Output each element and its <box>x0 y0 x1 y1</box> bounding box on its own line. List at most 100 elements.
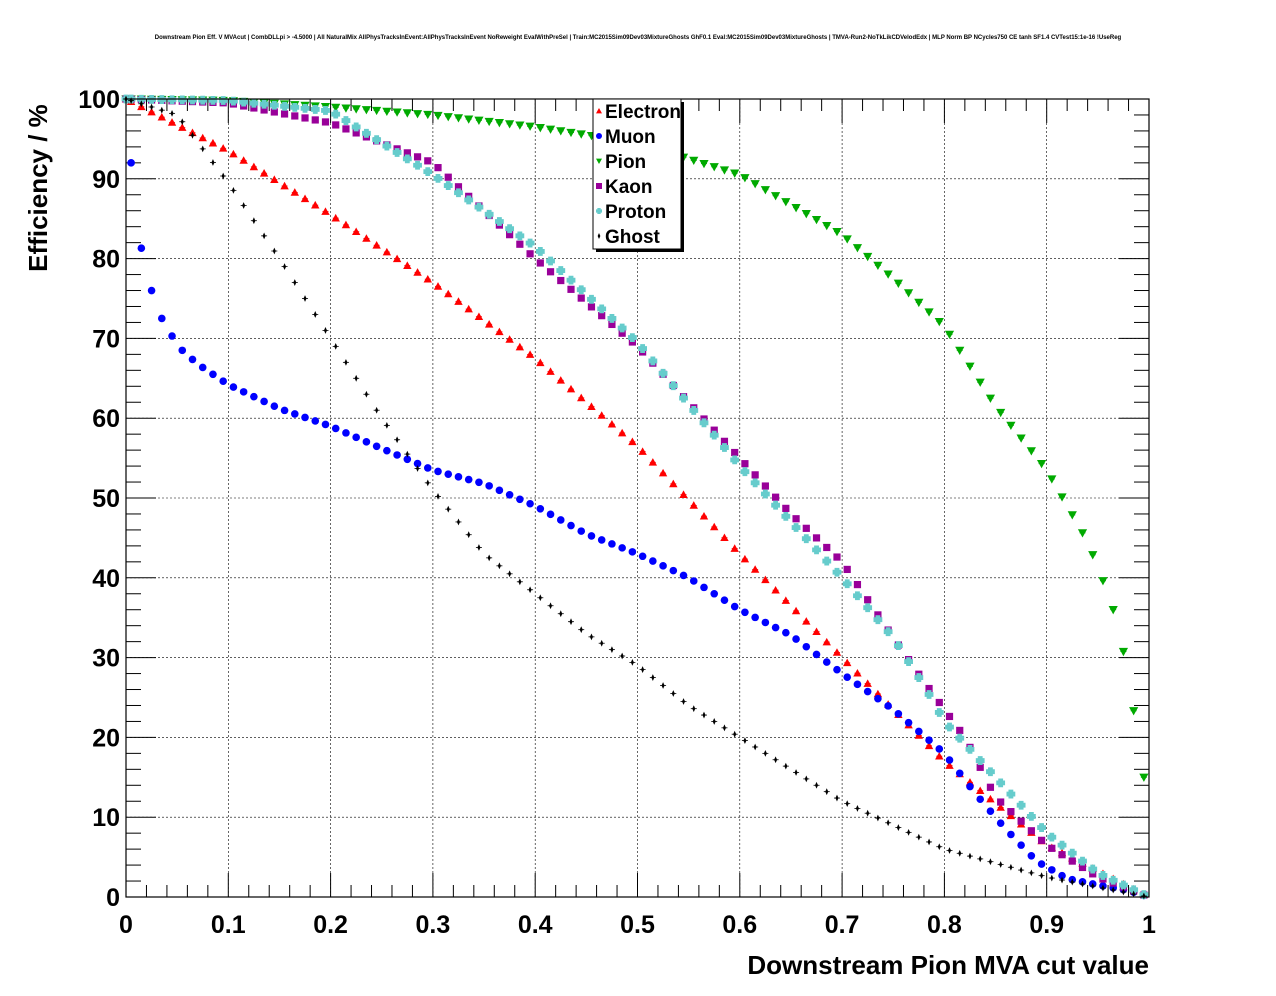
ghost-point <box>671 690 675 697</box>
muon-point <box>628 548 637 556</box>
pion-point <box>1036 460 1047 469</box>
muon-point <box>996 819 1005 827</box>
electron-point <box>1006 811 1016 820</box>
proton-point <box>699 418 709 428</box>
electron-point <box>270 175 279 183</box>
muon-point <box>342 429 350 437</box>
kaon-point <box>526 250 534 258</box>
ghost-point <box>958 849 962 857</box>
ghost-point <box>385 421 389 429</box>
muon-point <box>280 406 289 415</box>
ghost-point <box>467 531 471 539</box>
kaon-point <box>1017 817 1025 825</box>
pion-point <box>1088 551 1098 560</box>
ghost-point <box>344 358 348 366</box>
ghost-point <box>426 479 430 487</box>
kaon-point <box>250 104 258 112</box>
electron-point <box>648 458 658 466</box>
electron-point <box>607 419 617 428</box>
kaon-point <box>321 118 330 126</box>
kaon-point <box>1068 857 1076 865</box>
proton-point <box>607 314 617 323</box>
muon-point <box>577 527 586 535</box>
muon-point <box>270 402 279 411</box>
pion-point <box>392 108 402 117</box>
electron-point <box>750 565 760 573</box>
muon-point <box>597 536 606 544</box>
x-axis-title: Downstream Pion MVA cut value <box>747 950 1149 980</box>
muon-point <box>485 482 493 490</box>
ghost-point <box>753 743 757 751</box>
kaon-point <box>301 114 309 122</box>
muon-point <box>1017 841 1025 849</box>
ghost-point <box>139 100 143 108</box>
ghost-point <box>1009 863 1013 871</box>
pion-point <box>1077 529 1088 538</box>
ghost-point <box>518 578 522 586</box>
muon-point <box>423 464 432 472</box>
ghost-point <box>589 633 593 641</box>
muon-point <box>863 687 872 696</box>
ghost-point <box>293 279 297 286</box>
ghost-point <box>160 106 164 114</box>
electron-point <box>617 428 627 437</box>
kaon-point <box>997 798 1005 806</box>
ghost-point <box>743 737 747 744</box>
proton-point <box>413 160 422 170</box>
ghost-point <box>651 674 655 681</box>
pion-point <box>791 204 801 213</box>
proton-point <box>668 381 678 391</box>
ghost-point <box>763 749 767 757</box>
ghost-point <box>784 762 788 770</box>
ghost-point <box>610 646 614 654</box>
muon-point <box>935 745 944 753</box>
electron-point <box>791 606 801 615</box>
ghost-point <box>559 610 563 618</box>
proton-point <box>1037 823 1046 832</box>
muon-point <box>158 314 166 323</box>
pion-point <box>494 119 504 128</box>
proton-point <box>1067 848 1077 858</box>
ghost-point <box>835 794 839 802</box>
ghost-point <box>242 202 246 209</box>
kaon-point <box>546 268 555 276</box>
x-tick-label: 0.7 <box>825 911 860 939</box>
kaon-point <box>843 565 851 574</box>
kaon-point <box>291 112 299 120</box>
proton-point <box>975 756 985 765</box>
pion-point <box>873 261 883 270</box>
proton-point <box>801 534 811 544</box>
proton-point <box>402 154 412 164</box>
kaon-point <box>782 504 790 512</box>
muon-point <box>618 544 626 552</box>
proton-point <box>454 188 463 198</box>
x-tick-label: 0.5 <box>620 911 655 939</box>
ghost-point <box>416 465 420 472</box>
muon-point <box>475 478 483 487</box>
proton-point <box>791 523 801 532</box>
ghost-point <box>927 838 931 846</box>
kaon-point <box>925 684 933 693</box>
pion-point <box>893 279 903 288</box>
ghost-point <box>794 769 798 776</box>
electron-point <box>259 169 269 177</box>
muon-point <box>884 702 892 710</box>
muon-point <box>321 420 330 429</box>
pion-point <box>402 109 412 118</box>
ghost-point <box>1060 876 1064 884</box>
proton-point <box>1006 789 1016 799</box>
kaon-point <box>833 553 841 561</box>
pion-point <box>505 120 515 129</box>
ghost-point <box>896 824 900 831</box>
electron-point <box>710 522 719 531</box>
ghost-point <box>334 342 338 350</box>
pion-point <box>525 122 535 131</box>
pion-point <box>1098 577 1108 586</box>
kaon-point <box>260 106 268 114</box>
proton-point <box>566 275 576 285</box>
series-muon <box>127 159 1148 900</box>
muon-point <box>147 286 156 295</box>
electron-point <box>208 138 218 147</box>
ghost-point <box>1142 892 1146 900</box>
legend-label-kaon: Kaon <box>605 177 653 198</box>
